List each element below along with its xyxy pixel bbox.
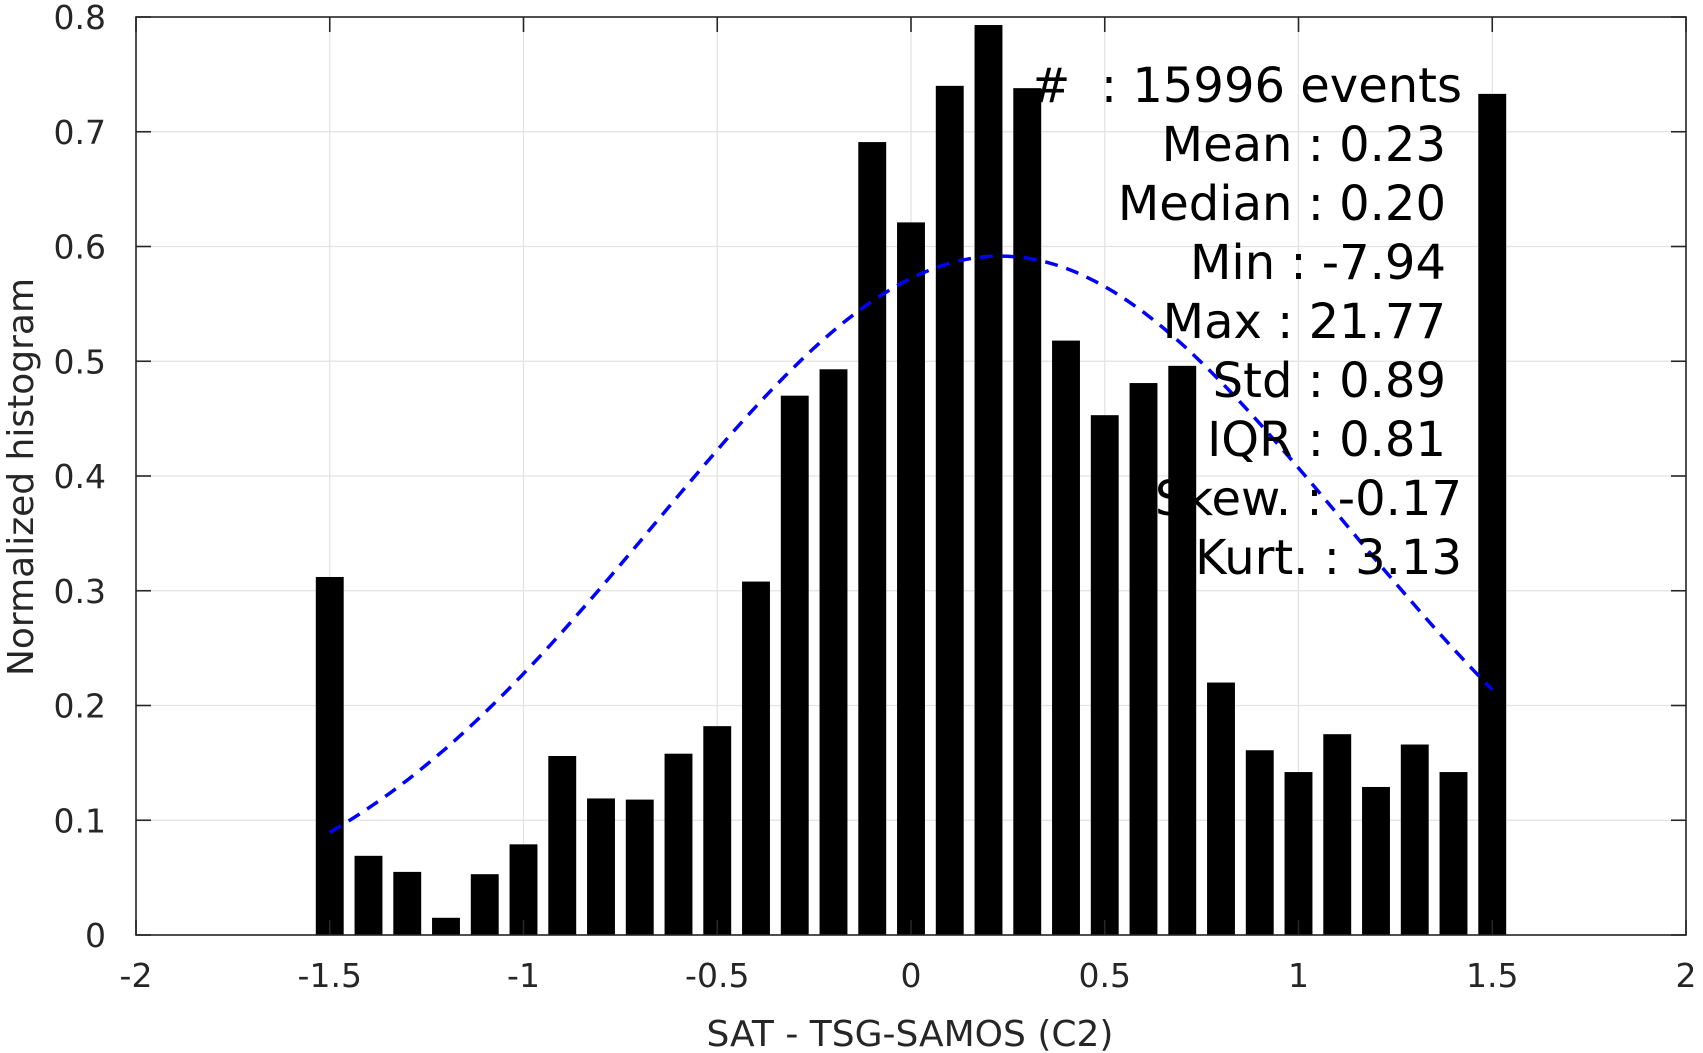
x-tick-label: -1.5 bbox=[298, 956, 362, 995]
histogram-bar bbox=[742, 581, 770, 935]
histogram-bar bbox=[1245, 750, 1274, 935]
y-tick-label: 0.8 bbox=[54, 0, 106, 37]
stat-line: Median : 0.20 bbox=[1118, 176, 1446, 232]
x-tick-label: 0 bbox=[901, 956, 922, 995]
bars bbox=[315, 25, 1507, 936]
stat-line: # : 15996 events bbox=[1030, 58, 1462, 114]
histogram-bar bbox=[1052, 340, 1080, 936]
stat-line: Std : 0.89 bbox=[1213, 353, 1446, 409]
histogram-bar bbox=[819, 369, 848, 936]
histogram-bar bbox=[432, 917, 460, 935]
y-tick-label: 0.2 bbox=[54, 687, 106, 726]
stat-line: Max : 21.77 bbox=[1163, 294, 1446, 350]
y-tick-label: 0.1 bbox=[54, 801, 106, 840]
x-tick-label: -1 bbox=[507, 956, 540, 995]
histogram-bar bbox=[354, 855, 383, 935]
x-tick-label: 1.5 bbox=[1466, 956, 1518, 995]
histogram-bar bbox=[315, 576, 344, 935]
histogram-bar bbox=[897, 222, 925, 936]
histogram-bar bbox=[587, 798, 615, 935]
histogram-bar bbox=[1090, 415, 1119, 935]
stat-line: IQR : 0.81 bbox=[1207, 412, 1446, 468]
histogram-bar bbox=[548, 755, 577, 935]
histogram-bar bbox=[1400, 744, 1429, 935]
histogram-bar bbox=[664, 753, 693, 935]
y-axis-label: Normalized histogram bbox=[1, 278, 42, 676]
histogram-bar bbox=[393, 871, 422, 935]
histogram-bar bbox=[1207, 682, 1235, 935]
x-tick-label: 1 bbox=[1288, 956, 1309, 995]
normal-fit bbox=[328, 254, 1494, 834]
histogram-bar bbox=[780, 395, 809, 935]
histogram-bar bbox=[703, 726, 732, 935]
x-tick-label: 2 bbox=[1676, 956, 1697, 995]
stat-line: Min : -7.94 bbox=[1190, 235, 1446, 291]
stat-line: Mean : 0.23 bbox=[1162, 117, 1446, 173]
histogram-bar bbox=[625, 799, 654, 935]
histogram-bar bbox=[935, 85, 964, 936]
x-tick-label: 0.5 bbox=[1079, 956, 1131, 995]
histogram-bar bbox=[509, 844, 538, 935]
y-tick-label: 0.3 bbox=[54, 572, 106, 611]
y-tick-label: 0.4 bbox=[54, 457, 106, 496]
y-tick-label: 0 bbox=[85, 916, 106, 955]
histogram-bar bbox=[1478, 93, 1507, 935]
histogram-bar bbox=[1013, 88, 1042, 935]
histogram-bar bbox=[1362, 786, 1390, 935]
histogram-bar bbox=[1439, 772, 1468, 935]
x-tick-label: -2 bbox=[120, 956, 153, 995]
stat-line: Kurt. : 3.13 bbox=[1195, 530, 1462, 586]
y-tick-label: 0.6 bbox=[54, 228, 106, 267]
x-axis-label: SAT - TSG-SAMOS (C2) bbox=[707, 1014, 1114, 1053]
histogram-bar bbox=[1168, 365, 1197, 936]
y-tick-label: 0.7 bbox=[54, 113, 106, 152]
histogram-bar bbox=[1323, 734, 1352, 935]
histogram-bar bbox=[974, 25, 1003, 936]
histogram-bar bbox=[1284, 772, 1313, 935]
y-tick-label: 0.5 bbox=[54, 342, 106, 381]
histogram-bar bbox=[470, 874, 499, 935]
axes: -2 -1.5 -1 -0.5 0 0.5 1 1.5 2 0 0.1 0.2 0.3 0.4 0.5 0.6… bbox=[54, 0, 1697, 995]
stat-line: Skew. : -0.17 bbox=[1155, 471, 1462, 527]
histogram-bar bbox=[1129, 383, 1158, 935]
normal-fit-curve bbox=[328, 254, 1494, 834]
x-tick-label: -0.5 bbox=[685, 956, 749, 995]
histogram-bar bbox=[858, 142, 887, 935]
